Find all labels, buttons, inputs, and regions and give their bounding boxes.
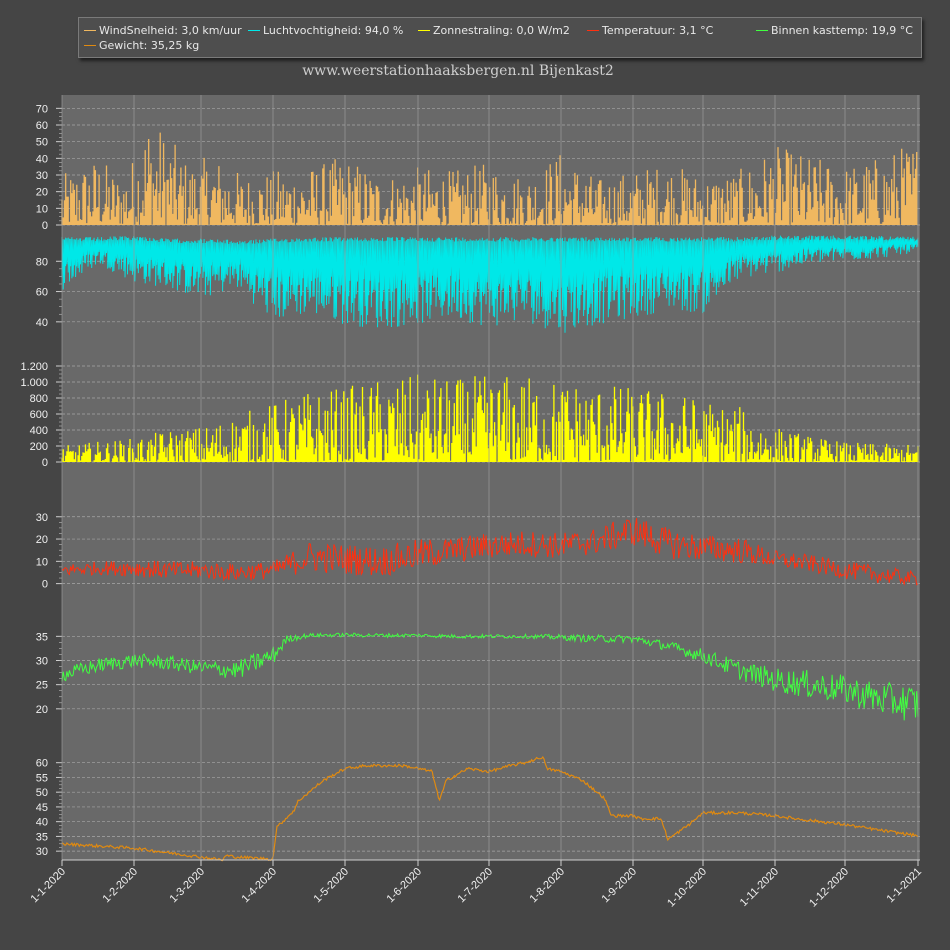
legend-item-zonnestraling: Zonnestraling: 0,0 W/m2 xyxy=(418,24,570,38)
x-tick-label: 1-2-2020 xyxy=(100,866,140,906)
x-tick-label: 1-6-2020 xyxy=(384,866,424,906)
legend-item-luchtvochtigheid: Luchtvochtigheid: 94,0 % xyxy=(248,24,403,38)
gewicht-tick-label: 60 xyxy=(36,758,48,770)
temperatuur-tick-label: 20 xyxy=(36,534,48,546)
gewicht-tick-label: 50 xyxy=(36,787,48,799)
x-tick-label: 1-3-2020 xyxy=(167,866,207,906)
binnen-kasttemp-tick-label: 25 xyxy=(36,680,48,692)
windsnelheid-tick-label: 70 xyxy=(36,103,48,115)
windsnelheid-tick-label: 30 xyxy=(36,170,48,182)
luchtvochtigheid-tick-label: 40 xyxy=(36,317,48,329)
gewicht-tick-label: 45 xyxy=(36,802,48,814)
x-tick-label: 1-1-2021 xyxy=(884,866,924,906)
windsnelheid-tick-label: 50 xyxy=(36,137,48,149)
gewicht-tick-label: 30 xyxy=(36,846,48,858)
zonnestraling-tick-label: 1.000 xyxy=(20,377,48,389)
temperatuur-tick-label: 0 xyxy=(42,579,48,591)
windsnelheid-tick-label: 40 xyxy=(36,153,48,165)
chart-title: www.weerstationhaaksbergen.nl Bijenkast2 xyxy=(302,63,614,79)
gewicht-tick-label: 40 xyxy=(36,817,48,829)
windsnelheid-tick-label: 10 xyxy=(36,203,48,215)
temperatuur-tick-label: 30 xyxy=(36,512,48,524)
gewicht-tick-label: 35 xyxy=(36,831,48,843)
x-tick-label: 1-10-2020 xyxy=(665,866,709,910)
legend-item-windsnelheid: WindSnelheid: 3,0 km/uur xyxy=(84,24,242,38)
legend-item-binnen-kasttemp: Binnen kasttemp: 19,9 °C xyxy=(756,24,913,38)
legend: WindSnelheid: 3,0 km/uur Luchtvochtighei… xyxy=(78,17,922,58)
x-tick-label: 1-9-2020 xyxy=(599,866,639,906)
zonnestraling-tick-label: 600 xyxy=(30,409,48,421)
windsnelheid-tick-label: 60 xyxy=(36,120,48,132)
luchtvochtigheid-tick-label: 80 xyxy=(36,256,48,268)
zonnestraling-tick-label: 800 xyxy=(30,393,48,405)
binnen-kasttemp-tick-label: 35 xyxy=(36,631,48,643)
x-tick-label: 1-4-2020 xyxy=(239,866,279,906)
zonnestraling-tick-label: 200 xyxy=(30,441,48,453)
windsnelheid-tick-label: 0 xyxy=(42,220,48,232)
legend-item-gewicht: Gewicht: 35,25 kg xyxy=(84,39,199,53)
x-tick-label: 1-7-2020 xyxy=(455,866,495,906)
x-tick-label: 1-5-2020 xyxy=(311,866,351,906)
temperatuur-tick-label: 10 xyxy=(36,556,48,568)
windsnelheid-tick-label: 20 xyxy=(36,187,48,199)
legend-item-temperatuur: Temperatuur: 3,1 °C xyxy=(587,24,713,38)
zonnestraling-tick-label: 1.200 xyxy=(20,361,48,373)
luchtvochtigheid-tick-label: 60 xyxy=(36,287,48,299)
x-tick-label: 1-12-2020 xyxy=(807,866,851,910)
x-tick-label: 1-11-2020 xyxy=(738,866,781,909)
binnen-kasttemp-tick-label: 20 xyxy=(36,704,48,716)
gewicht-tick-label: 55 xyxy=(36,772,48,784)
x-tick-label: 1-1-2020 xyxy=(28,866,68,906)
zonnestraling-tick-label: 0 xyxy=(42,457,48,469)
zonnestraling-tick-label: 400 xyxy=(30,425,48,437)
binnen-kasttemp-tick-label: 30 xyxy=(36,656,48,668)
x-tick-label: 1-8-2020 xyxy=(527,866,567,906)
